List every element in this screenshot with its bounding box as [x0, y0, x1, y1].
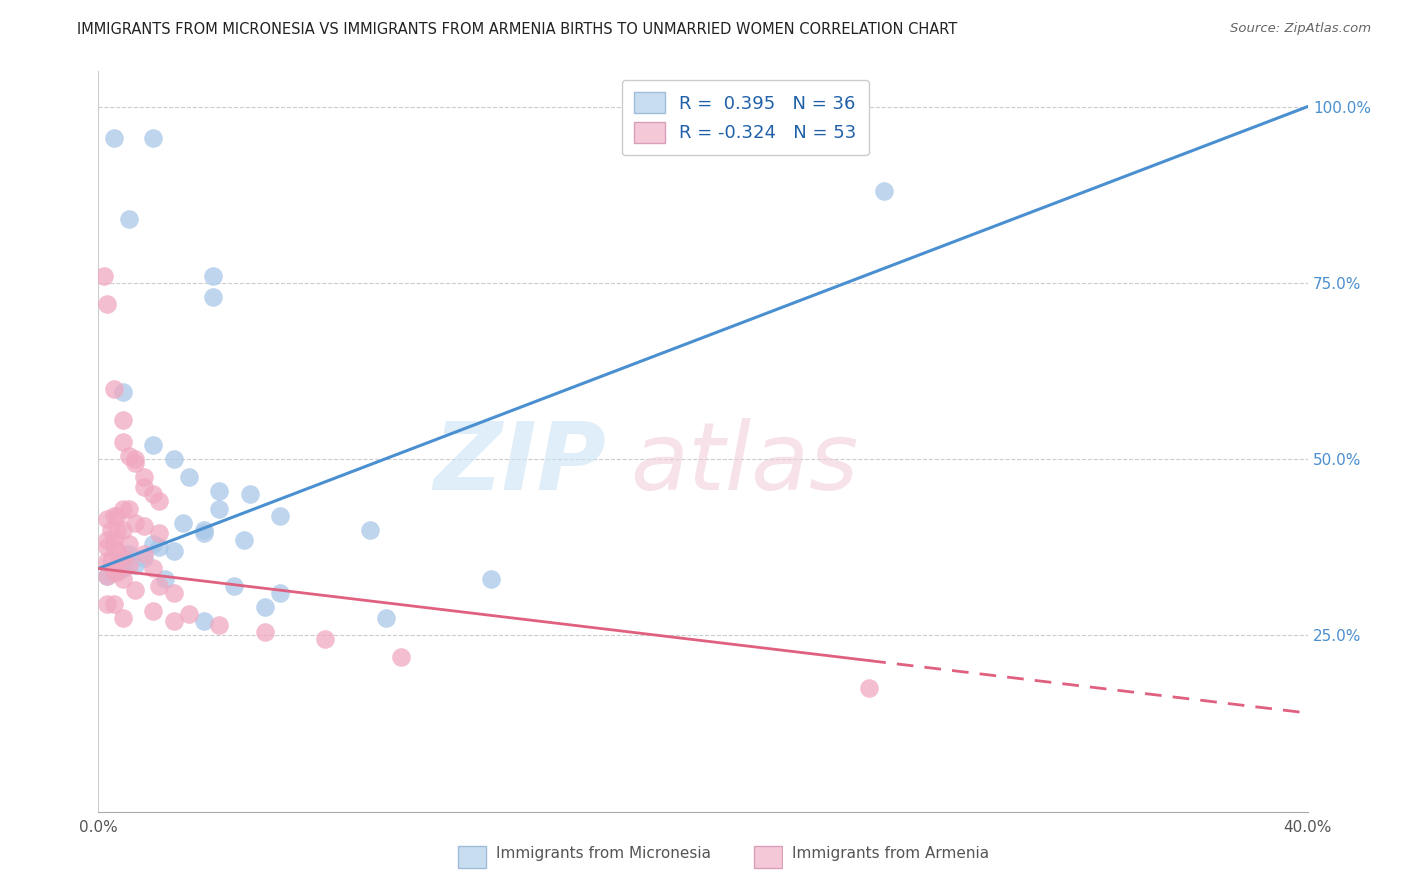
Point — [172, 516, 194, 530]
Point — [103, 565, 125, 579]
FancyBboxPatch shape — [458, 846, 486, 869]
Point — [179, 470, 201, 484]
Point — [142, 537, 165, 551]
Point — [96, 568, 118, 582]
Point — [105, 544, 128, 558]
Legend: R =  0.395   N = 36, R = -0.324   N = 53: R = 0.395 N = 36, R = -0.324 N = 53 — [621, 80, 869, 155]
Point — [96, 541, 118, 555]
Point — [148, 541, 170, 555]
Point — [124, 456, 146, 470]
Point — [96, 533, 118, 548]
Point — [96, 512, 118, 526]
Point — [105, 508, 128, 523]
Point — [105, 565, 128, 579]
Point — [118, 547, 141, 561]
Point — [253, 624, 276, 639]
Point — [142, 438, 165, 452]
Point — [232, 533, 254, 548]
Point — [111, 554, 134, 568]
Point — [118, 537, 141, 551]
Point — [111, 572, 134, 586]
Point — [124, 582, 146, 597]
Point — [179, 607, 201, 622]
Point — [103, 597, 125, 611]
Point — [103, 565, 125, 579]
Point — [111, 550, 134, 565]
Point — [148, 494, 170, 508]
Point — [132, 480, 155, 494]
Text: Immigrants from Armenia: Immigrants from Armenia — [792, 847, 988, 861]
Point — [118, 501, 141, 516]
Point — [111, 561, 134, 575]
Point — [193, 526, 215, 541]
Point — [111, 385, 134, 400]
Point — [96, 554, 118, 568]
Point — [103, 508, 125, 523]
Point — [103, 533, 125, 548]
Point — [153, 572, 176, 586]
Point — [93, 268, 115, 283]
Point — [163, 586, 186, 600]
Point — [224, 579, 246, 593]
Point — [202, 268, 225, 283]
Point — [96, 597, 118, 611]
Point — [374, 611, 396, 625]
Point — [873, 184, 896, 198]
Point — [103, 541, 125, 555]
Point — [103, 131, 125, 145]
Point — [96, 297, 118, 311]
Point — [142, 561, 165, 575]
Point — [100, 554, 122, 568]
Point — [208, 501, 231, 516]
Point — [124, 558, 146, 572]
Point — [858, 681, 880, 696]
Point — [208, 618, 231, 632]
Point — [142, 131, 165, 145]
Point — [163, 544, 186, 558]
Point — [193, 615, 215, 629]
Point — [239, 487, 262, 501]
Text: Immigrants from Micronesia: Immigrants from Micronesia — [496, 847, 711, 861]
Point — [111, 523, 134, 537]
Point — [103, 382, 125, 396]
Point — [142, 604, 165, 618]
Text: ZIP: ZIP — [433, 417, 606, 509]
Point — [163, 615, 186, 629]
Point — [132, 470, 155, 484]
Point — [118, 558, 141, 572]
Point — [111, 611, 134, 625]
Text: Source: ZipAtlas.com: Source: ZipAtlas.com — [1230, 22, 1371, 36]
Point — [389, 649, 412, 664]
Point — [208, 483, 231, 498]
Point — [132, 519, 155, 533]
Point — [100, 523, 122, 537]
Point — [148, 579, 170, 593]
Point — [111, 413, 134, 427]
Point — [124, 452, 146, 467]
Point — [132, 550, 155, 565]
Point — [148, 526, 170, 541]
Point — [202, 290, 225, 304]
Point — [163, 452, 186, 467]
Point — [481, 572, 503, 586]
Point — [269, 586, 291, 600]
Point — [118, 449, 141, 463]
Point — [314, 632, 336, 646]
Point — [360, 523, 382, 537]
Point — [124, 516, 146, 530]
Point — [142, 487, 165, 501]
Point — [269, 508, 291, 523]
Point — [193, 523, 215, 537]
Point — [105, 523, 128, 537]
Text: IMMIGRANTS FROM MICRONESIA VS IMMIGRANTS FROM ARMENIA BIRTHS TO UNMARRIED WOMEN : IMMIGRANTS FROM MICRONESIA VS IMMIGRANTS… — [77, 22, 957, 37]
Point — [111, 501, 134, 516]
FancyBboxPatch shape — [754, 846, 782, 869]
Point — [253, 600, 276, 615]
Text: atlas: atlas — [630, 418, 859, 509]
Point — [132, 547, 155, 561]
Point — [96, 568, 118, 582]
Point — [118, 212, 141, 227]
Point — [111, 434, 134, 449]
